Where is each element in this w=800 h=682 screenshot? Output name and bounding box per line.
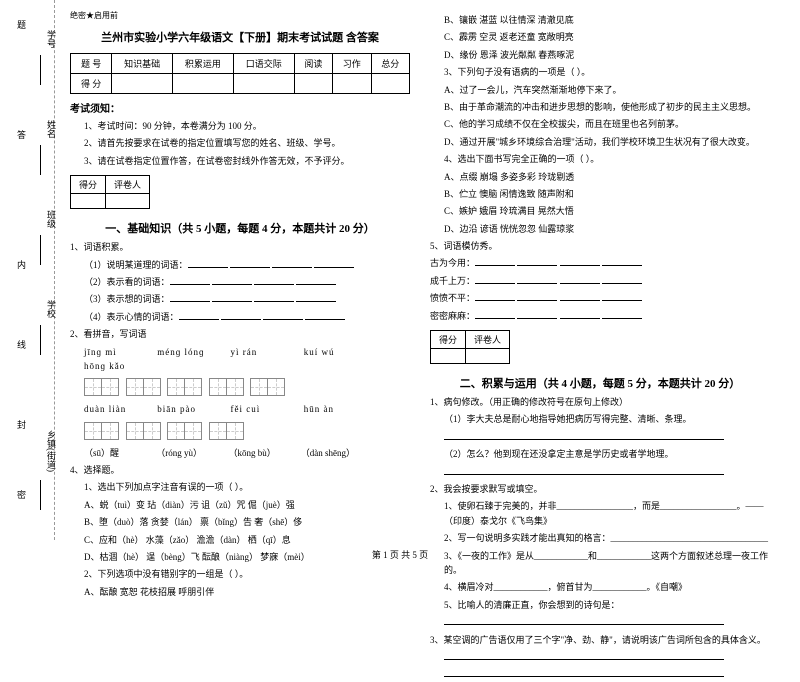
q5-2: 成千上万： [430, 274, 770, 288]
q4-4b: B、伫立 懊脑 闲情逸致 随声附和 [430, 187, 770, 201]
q4-4c: C、嫉妒 娥眉 玲琉满目 晃然大悟 [430, 204, 770, 218]
s2q2-5: 5、比喻人的清廉正直，你会想到的诗句是： [430, 598, 770, 612]
label-xuehao: 学号 [45, 30, 58, 48]
q4-sub1: 1、选出下列加点字注音有误的一项（ ）。 [70, 480, 410, 494]
s2q2-stem: 2、我会按要求默写或填空。 [430, 482, 770, 496]
q4-3d: D、通过开展"城乡环境综合治理"活动，我们学校环境卫生状况有了很大改变。 [430, 135, 770, 149]
q4-2c: C、霹雳 空灵 返老还童 宽敞明亮 [430, 30, 770, 44]
exam-title: 兰州市实验小学六年级语文【下册】期末考试试题 含答案 [70, 29, 410, 45]
binding-margin: 学号 姓名 班级 学校 乡镇(街道) 题 答 内 线 封 密 [10, 0, 55, 540]
s2q3: 3、某空调的广告语仅用了三个字"净、劲、静"，请说明该广告词所包含的具体含义。 [430, 633, 770, 647]
label-banji: 班级 [45, 210, 58, 228]
q4-2b: B、镶嵌 湛蓝 以往情深 清澈见底 [430, 13, 770, 27]
s2q1-1: （1）李大夫总是耐心地指导她把病历写得完整、清晰、条理。 [430, 412, 770, 426]
q4-sub4: 4、选出下面书写完全正确的一项（ ）。 [430, 152, 770, 166]
pinyin-row1: jīnɡ mì ménɡ lónɡ yì rán kuí wú hōnɡ kǎo [70, 345, 410, 374]
left-column: 绝密★启用前 兰州市实验小学六年级语文【下册】期末考试试题 含答案 题 号 知识… [60, 10, 420, 540]
q4-4a: A、点缀 崩塌 多姿多彩 玲珑剔透 [430, 170, 770, 184]
q4-stem: 4、选择题。 [70, 463, 410, 477]
s2q2-4: 4、横眉冷对____________，俯首甘为____________。《自嘲》 [430, 580, 770, 594]
instruction-3: 3、请在试卷指定位置作答，在试卷密封线外作答无效，不予评分。 [70, 154, 410, 168]
pinyin-row2: duàn liàn biān pào fěi cuì hūn àn [70, 402, 410, 416]
section1-title: 一、基础知识（共 5 小题，每题 4 分，本题共计 20 分） [70, 220, 410, 236]
q5-4: 密密麻麻： [430, 309, 770, 323]
scorebox-2: 得分评卷人 [430, 330, 510, 364]
q4-1b: B、堕（duò）落 贪婪（lán） 禀（bǐng）告 奢（shē）侈 [70, 515, 410, 529]
q1-1: （1）说明某道理的词语： [70, 258, 410, 272]
s2q1-2: （2）怎么？他到现在还没拿定主意是学历史或者学地理。 [430, 447, 770, 461]
scorebox-1: 得分评卷人 [70, 175, 150, 209]
tianzige-row1 [70, 376, 410, 399]
q5-3: 愤愤不平： [430, 291, 770, 305]
confidential-mark: 绝密★启用前 [70, 10, 410, 21]
section2-title: 二、积累与运用（共 4 小题，每题 5 分，本题共计 20 分） [430, 375, 770, 391]
page-footer: 第 1 页 共 5 页 [0, 548, 800, 561]
q4-3c: C、他的学习成绩不仅在全校拔尖，而且在班里也名列前茅。 [430, 117, 770, 131]
q2-stem: 2、看拼音，写词语 [70, 327, 410, 341]
q5-1: 古为今用： [430, 256, 770, 270]
s2q1-stem: 1、病句修改。（用正确的修改符号在原句上修改） [430, 395, 770, 409]
instructions-title: 考试须知： [70, 100, 410, 115]
q4-1c: C、应和（hè） 水藻（zǎo） 澹澹（dàn） 栖（qī）息 [70, 533, 410, 547]
q1-4: （4）表示心情的词语： [70, 310, 410, 324]
q4-2a: A、酝酿 宽恕 花枝招展 呼朋引伴 [70, 585, 410, 599]
q4-sub2: 2、下列选项中没有错别字的一组是（ ）。 [70, 567, 410, 581]
q1-2: （2）表示看的词语： [70, 275, 410, 289]
q4-sub3: 3、下列句子没有语病的一项是（ ）。 [430, 65, 770, 79]
s2q2-1: 1、使卵石臻于完美的，并非_________________，而是_______… [430, 499, 770, 528]
q4-4d: D、边沿 谚语 恍恍忽忽 仙露琼浆 [430, 222, 770, 236]
score-table: 题 号 知识基础 积累运用 口语交际 阅读 习作 总分 得 分 [70, 53, 410, 94]
instruction-1: 1、考试时间：90 分钟，本卷满分为 100 分。 [70, 119, 410, 133]
q4-2d: D、缘份 恩泽 波光粼粼 春燕啄泥 [430, 48, 770, 62]
q4-3b: B、由于革命潮流的冲击和进步思想的影响，使他形成了初步的民主主义思想。 [430, 100, 770, 114]
q4-3a: A、过了一会儿，汽车突然渐渐地停下来了。 [430, 83, 770, 97]
label-xingming: 姓名 [45, 120, 58, 138]
s2q2-2: 2、写一句说明多实践才能出真知的格言：_____________________… [430, 531, 770, 545]
label-xuexiao: 学校 [45, 300, 58, 318]
label-xiangzhen: 乡镇(街道) [45, 430, 58, 472]
q1-stem: 1、词语积累。 [70, 240, 410, 254]
q2-row3: （sū）醒 （róng yù） （kōng bù） （dàn shēng） [70, 446, 410, 460]
page-content: 绝密★启用前 兰州市实验小学六年级语文【下册】期末考试试题 含答案 题 号 知识… [0, 0, 800, 540]
q5-stem: 5、词语模仿秀。 [430, 239, 770, 253]
q4-1a: A、蜕（tuì）变 玷（diàn）污 诅（zǔ）咒 倔（juè）强 [70, 498, 410, 512]
tianzige-row2 [70, 420, 410, 443]
instruction-2: 2、请首先按要求在试卷的指定位置填写您的姓名、班级、学号。 [70, 136, 410, 150]
right-column: B、镶嵌 湛蓝 以往情深 清澈见底 C、霹雳 空灵 返老还童 宽敞明亮 D、缘份… [420, 10, 780, 540]
q1-3: （3）表示想的词语： [70, 292, 410, 306]
